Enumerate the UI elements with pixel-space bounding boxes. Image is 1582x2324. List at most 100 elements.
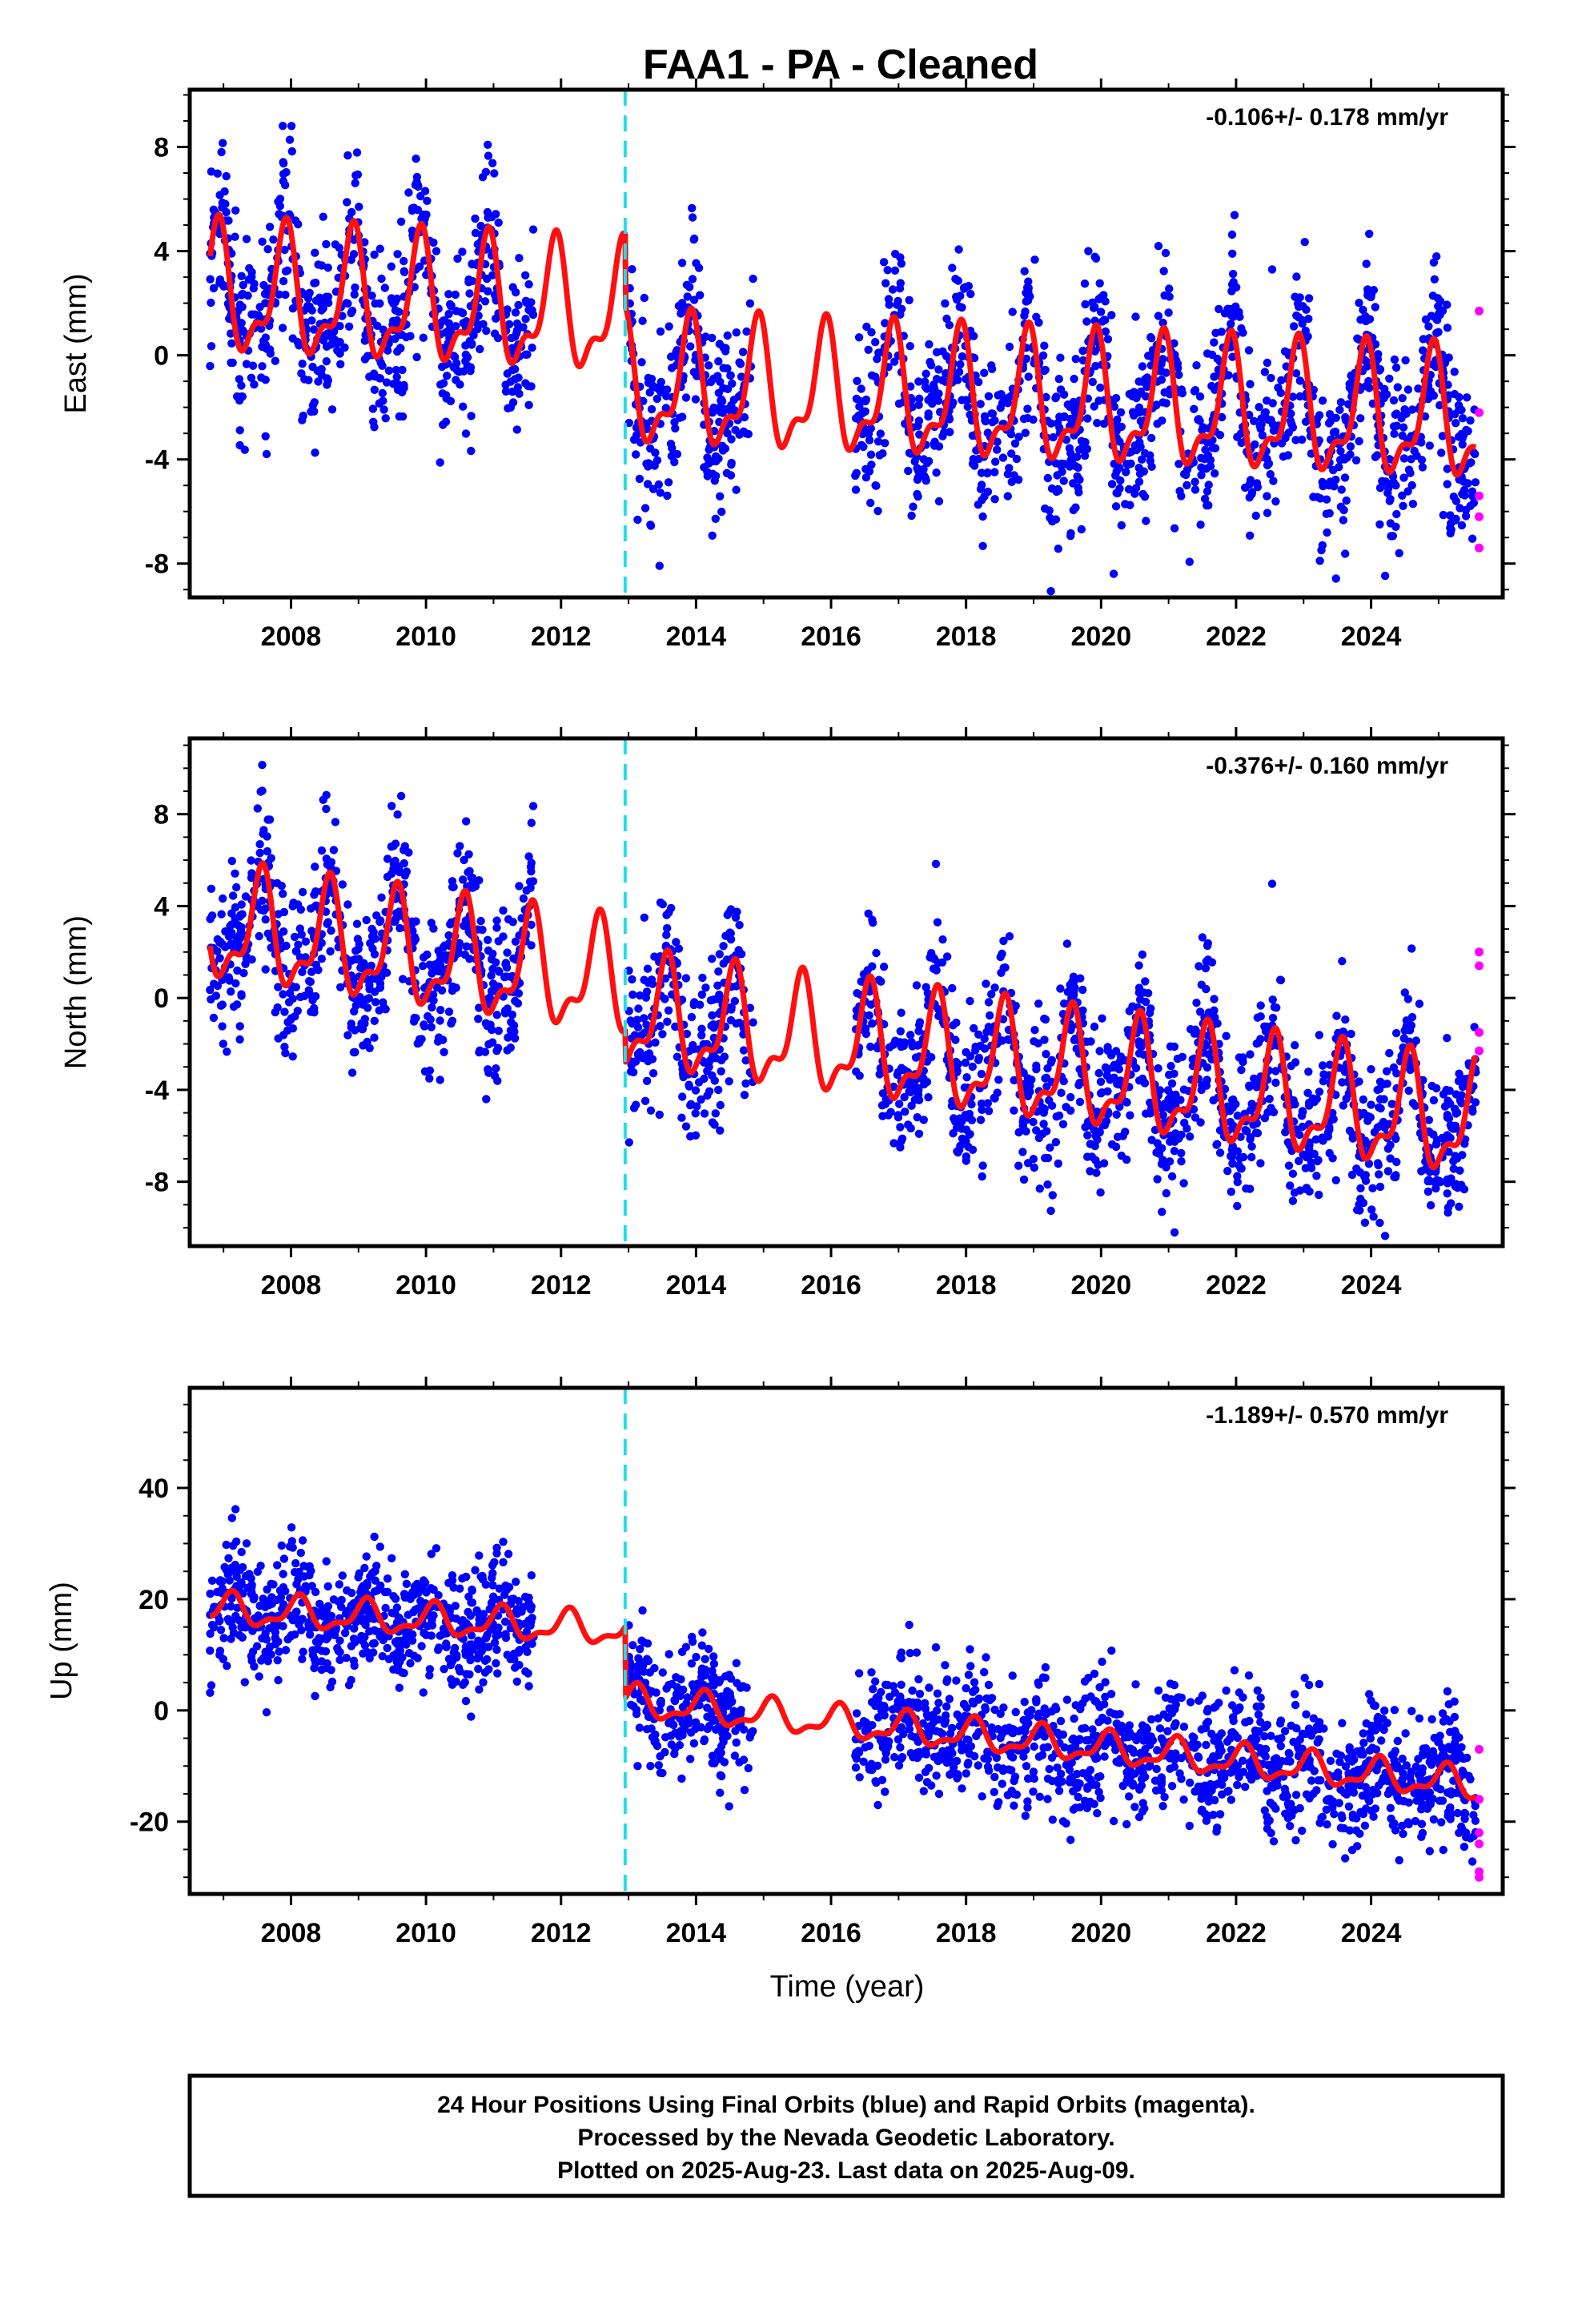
- east-final-orbit-point: [664, 478, 673, 487]
- north-final-orbit-point: [966, 1130, 974, 1139]
- north-final-orbit-point: [929, 964, 938, 973]
- east-final-orbit-point: [311, 278, 320, 287]
- east-final-orbit-point: [387, 262, 396, 271]
- north-final-orbit-point: [889, 1139, 898, 1148]
- north-final-orbit-point: [1276, 975, 1286, 985]
- north-final-orbit-point: [398, 975, 408, 983]
- north-final-orbit-point: [1083, 1131, 1092, 1140]
- east-final-orbit-point: [524, 279, 533, 289]
- north-final-orbit-point: [494, 937, 503, 946]
- east-final-orbit-point: [456, 380, 464, 389]
- east-final-orbit-point: [978, 541, 987, 550]
- north-final-orbit-point: [678, 1092, 687, 1101]
- north-final-orbit-point: [1058, 1120, 1068, 1129]
- east-final-orbit-point: [1295, 376, 1305, 385]
- east-final-orbit-point: [1135, 469, 1145, 478]
- east-final-orbit-point: [479, 320, 488, 328]
- north-final-orbit-point: [1222, 1031, 1231, 1040]
- north-final-orbit-point: [710, 1076, 719, 1085]
- north-final-orbit-point: [1312, 1095, 1322, 1104]
- north-final-orbit-point: [1291, 1041, 1299, 1050]
- east-final-orbit-point: [1210, 338, 1219, 347]
- east-final-orbit-point: [1239, 328, 1247, 337]
- north-final-orbit-point: [1404, 1086, 1413, 1096]
- east-final-orbit-point: [955, 302, 965, 312]
- east-final-orbit-point: [1251, 511, 1260, 521]
- up-final-orbit-point: [1399, 1829, 1407, 1839]
- east-final-orbit-point: [369, 417, 378, 426]
- north-final-orbit-point: [1066, 1092, 1075, 1102]
- east-final-orbit-point: [852, 394, 861, 404]
- north-final-orbit-point: [359, 959, 368, 968]
- east-final-orbit-point: [1399, 454, 1409, 463]
- north-final-orbit-point: [448, 883, 457, 891]
- east-final-orbit-point: [644, 459, 653, 468]
- east-final-orbit-point: [970, 332, 978, 340]
- north-final-orbit-point: [933, 918, 942, 927]
- east-final-orbit-point: [382, 378, 391, 387]
- north-final-orbit-point: [864, 909, 873, 919]
- east-final-orbit-point: [261, 333, 270, 342]
- north-final-orbit-point: [1010, 1106, 1018, 1115]
- east-final-orbit-point: [298, 360, 307, 368]
- north-final-orbit-point: [227, 856, 236, 866]
- north-final-orbit-point: [1253, 1128, 1263, 1138]
- north-final-orbit-point: [885, 1043, 894, 1052]
- east-final-orbit-point: [501, 380, 510, 389]
- north-final-orbit-point: [1403, 995, 1413, 1003]
- east-final-orbit-point: [524, 381, 532, 391]
- east-final-orbit-point: [954, 245, 963, 254]
- north-final-orbit-point: [634, 1004, 643, 1013]
- north-final-orbit-point: [522, 886, 531, 895]
- north-final-orbit-point: [258, 786, 267, 795]
- east-final-orbit-point: [1466, 416, 1475, 425]
- east-final-orbit-point: [1023, 404, 1032, 413]
- north-final-orbit-point: [1091, 1156, 1100, 1164]
- east-final-orbit-point: [1335, 405, 1344, 414]
- north-final-orbit-point: [723, 911, 732, 919]
- east-final-orbit-point: [1157, 376, 1166, 384]
- north-final-orbit-point: [962, 1073, 971, 1082]
- east-final-orbit-point: [1435, 400, 1444, 410]
- east-final-orbit-point: [1281, 433, 1290, 443]
- east-final-orbit-point: [373, 321, 382, 330]
- north-final-orbit-point: [727, 1005, 736, 1014]
- north-final-orbit-point: [255, 840, 264, 849]
- north-final-orbit-point: [872, 948, 881, 958]
- north-final-orbit-point: [691, 1131, 701, 1140]
- east-rapid-orbit-point: [1475, 512, 1484, 521]
- north-final-orbit-point: [280, 1007, 289, 1016]
- east-final-orbit-point: [1331, 574, 1340, 583]
- north-final-orbit-point: [1103, 1046, 1113, 1055]
- east-rapid-orbit-point: [1475, 408, 1484, 417]
- east-final-orbit-point: [1021, 428, 1030, 437]
- north-final-orbit-point: [1048, 1191, 1058, 1200]
- east-final-orbit-point: [742, 327, 751, 336]
- east-final-orbit-point: [1007, 449, 1016, 458]
- east-final-orbit-point: [709, 374, 718, 384]
- east-final-orbit-point: [946, 428, 954, 436]
- north-final-orbit-point: [511, 937, 520, 947]
- east-final-orbit-point: [1065, 444, 1074, 452]
- east-final-orbit-point: [712, 456, 721, 466]
- east-final-orbit-point: [1074, 445, 1084, 454]
- north-final-orbit-point: [1442, 1086, 1451, 1095]
- east-final-orbit-point: [956, 360, 965, 369]
- east-final-orbit-point: [1047, 484, 1057, 493]
- north-final-orbit-point: [393, 810, 402, 819]
- north-final-orbit-point: [1302, 1152, 1311, 1162]
- north-final-orbit-point: [279, 927, 288, 936]
- north-final-orbit-point: [375, 983, 385, 991]
- east-final-orbit-point: [1298, 319, 1307, 328]
- east-final-orbit-point: [207, 298, 215, 308]
- east-final-orbit-point: [1227, 320, 1235, 328]
- north-final-orbit-point: [1096, 1188, 1105, 1197]
- east-final-orbit-point: [218, 199, 227, 207]
- east-final-orbit-point: [1215, 304, 1223, 314]
- east-final-orbit-point: [1030, 255, 1039, 264]
- east-final-orbit-point: [652, 394, 661, 404]
- east-final-orbit-point: [377, 274, 386, 283]
- east-final-orbit-point: [398, 365, 407, 375]
- east-final-orbit-point: [1096, 383, 1105, 392]
- north-final-orbit-point: [488, 979, 498, 988]
